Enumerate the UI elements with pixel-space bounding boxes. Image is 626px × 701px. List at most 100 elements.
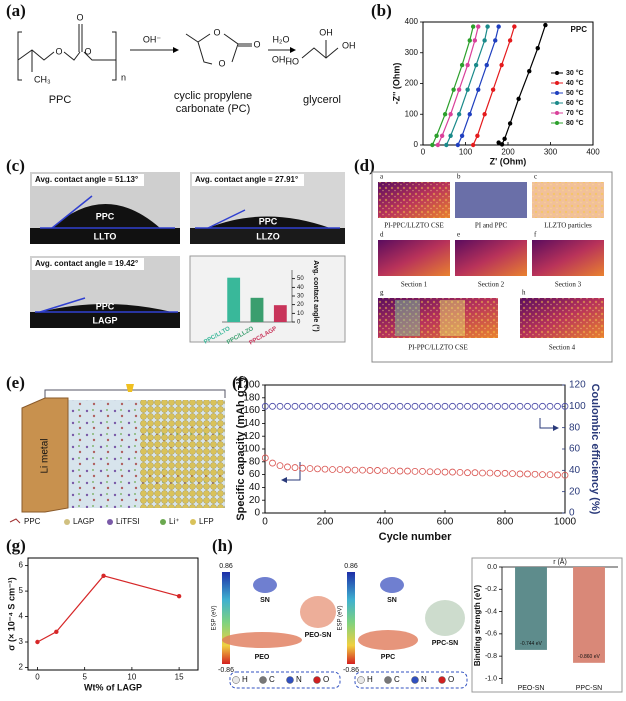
ppc-structure xyxy=(17,24,117,81)
tangent xyxy=(207,209,246,229)
data-point xyxy=(535,45,540,51)
atom-label: H xyxy=(367,675,373,684)
y-tick-label: 160 xyxy=(243,405,260,416)
compound-name: PPC xyxy=(49,94,72,106)
scale-title: ESP (eV) xyxy=(338,606,344,631)
data-point xyxy=(456,402,464,410)
substrate-label: LAGP xyxy=(92,315,117,325)
x-tick-label: 0 xyxy=(35,672,40,681)
contact-angle: Avg. contact angle = 51.13° xyxy=(35,175,138,184)
data-point xyxy=(419,402,426,410)
tile-letter: e xyxy=(457,231,460,239)
data-point xyxy=(516,470,524,478)
substrate xyxy=(30,228,180,244)
data-point xyxy=(411,402,419,410)
data-point xyxy=(329,402,336,410)
x-tick-label: 10 xyxy=(127,672,136,681)
color-bar xyxy=(222,572,230,664)
y-tick-label: 0 xyxy=(414,140,419,149)
molecule-label: SN xyxy=(387,597,397,604)
data-point xyxy=(507,121,513,126)
data-point xyxy=(451,87,456,92)
data-point xyxy=(543,22,548,28)
contact-image xyxy=(190,172,345,244)
data-point xyxy=(449,468,456,476)
y-tick-label: 60 xyxy=(249,469,261,480)
atom-swatch xyxy=(259,676,267,684)
atom-label: OH xyxy=(319,27,333,37)
data-point xyxy=(486,402,494,410)
data-point xyxy=(485,24,490,29)
data-point xyxy=(434,468,441,476)
data-point xyxy=(554,402,561,410)
tile xyxy=(378,240,450,276)
legend-text: LAGP xyxy=(73,517,94,526)
data-point xyxy=(531,470,539,478)
y-tick-label: 4 xyxy=(19,612,24,621)
data-point xyxy=(314,465,321,473)
data-point xyxy=(471,402,479,410)
y2-tick-label: 100 xyxy=(569,401,586,412)
x-tick-label: 200 xyxy=(501,147,515,156)
bond xyxy=(78,24,83,52)
bulb xyxy=(126,384,134,392)
data-point xyxy=(512,24,517,29)
data-point xyxy=(516,402,524,410)
condition: H₂O xyxy=(273,34,290,44)
y-tick-label: 400 xyxy=(405,17,419,26)
value-label: -0.744 eV xyxy=(520,641,542,647)
bracket xyxy=(17,31,22,81)
data-point xyxy=(276,402,284,410)
data-point xyxy=(501,402,509,410)
x-tick-label: 300 xyxy=(544,147,558,156)
tile-letter: g xyxy=(380,289,384,297)
y-tick-label: 40 xyxy=(297,285,304,291)
label-box xyxy=(32,258,144,270)
legend-text: 80 °C xyxy=(566,119,584,127)
bar xyxy=(573,567,605,663)
data-point xyxy=(381,402,389,410)
data-point xyxy=(494,402,501,410)
y-tick-label: 80 xyxy=(249,456,261,467)
series-line xyxy=(498,24,546,146)
data-point xyxy=(374,402,381,410)
film-label: PPC xyxy=(96,211,115,221)
data-point xyxy=(470,24,476,29)
tile-letter: a xyxy=(380,173,384,181)
data-point xyxy=(464,402,471,410)
droplet xyxy=(52,204,160,228)
data-point xyxy=(539,471,546,479)
y-tick-label: 0 xyxy=(254,508,260,519)
data-point xyxy=(434,133,439,138)
data-point xyxy=(389,467,396,475)
data-point xyxy=(496,140,501,145)
atom-label: OH xyxy=(342,40,356,50)
data-point xyxy=(484,62,489,68)
tile-caption: PI-PPC/LLZTO CSE xyxy=(384,222,444,230)
legend-icon xyxy=(64,519,70,525)
droplet xyxy=(208,216,330,228)
data-point xyxy=(482,38,487,43)
panel-label: (a) xyxy=(6,1,26,20)
legend-marker xyxy=(555,111,559,115)
data-point xyxy=(336,402,344,410)
x-tick-label: 5 xyxy=(82,672,87,681)
data-point xyxy=(269,459,276,467)
film-label: PPC xyxy=(259,216,278,226)
y-tick-label: 100 xyxy=(243,444,260,455)
y-tick-label: -0.6 xyxy=(485,631,497,638)
data-point xyxy=(439,133,445,138)
glycerol-structure xyxy=(301,40,339,59)
legend-icon xyxy=(107,519,113,525)
axis-arrow xyxy=(281,462,301,483)
data-point xyxy=(306,402,314,410)
y-tick-label: 0.0 xyxy=(487,564,497,571)
data-point xyxy=(430,142,435,148)
series-line xyxy=(437,26,479,146)
plot-frame xyxy=(264,384,566,514)
electrode-label: Li metal xyxy=(40,438,51,473)
molecule-label: PPC xyxy=(381,654,395,661)
